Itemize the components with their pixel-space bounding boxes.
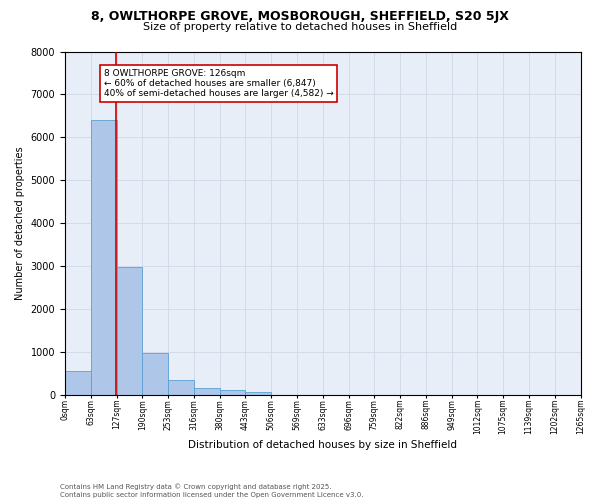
X-axis label: Distribution of detached houses by size in Sheffield: Distribution of detached houses by size …: [188, 440, 457, 450]
Bar: [91, 120, 116, 394]
Y-axis label: Number of detached properties: Number of detached properties: [15, 146, 25, 300]
Bar: [220, 390, 245, 394]
Text: 8, OWLTHORPE GROVE, MOSBOROUGH, SHEFFIELD, S20 5JX: 8, OWLTHORPE GROVE, MOSBOROUGH, SHEFFIEL…: [91, 10, 509, 23]
Text: Contains HM Land Registry data © Crown copyright and database right 2025.
Contai: Contains HM Land Registry data © Crown c…: [60, 484, 364, 498]
Bar: [168, 380, 194, 394]
Bar: [116, 267, 142, 394]
Text: 8 OWLTHORPE GROVE: 126sqm
← 60% of detached houses are smaller (6,847)
40% of se: 8 OWLTHORPE GROVE: 126sqm ← 60% of detac…: [104, 68, 334, 98]
Bar: [142, 353, 168, 395]
Bar: [194, 388, 220, 394]
Bar: [245, 392, 271, 394]
Text: Size of property relative to detached houses in Sheffield: Size of property relative to detached ho…: [143, 22, 457, 32]
Bar: [65, 371, 91, 394]
